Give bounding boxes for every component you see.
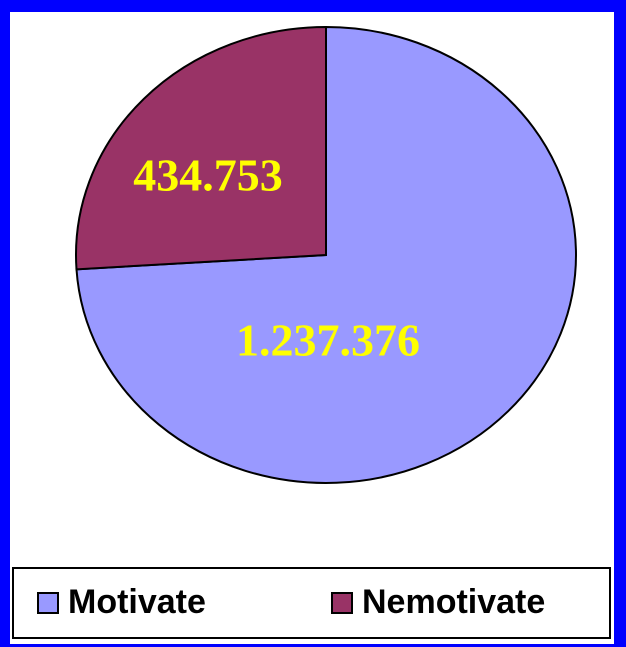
legend-swatch xyxy=(331,592,353,614)
legend-swatch xyxy=(37,592,59,614)
legend-label: Nemotivate xyxy=(362,583,545,621)
data-label: 1.237.376 xyxy=(236,315,420,366)
legend-label: Motivate xyxy=(68,583,206,621)
pie-slice xyxy=(75,25,327,271)
legend xyxy=(12,567,611,639)
data-label: 434.753 xyxy=(133,150,283,201)
